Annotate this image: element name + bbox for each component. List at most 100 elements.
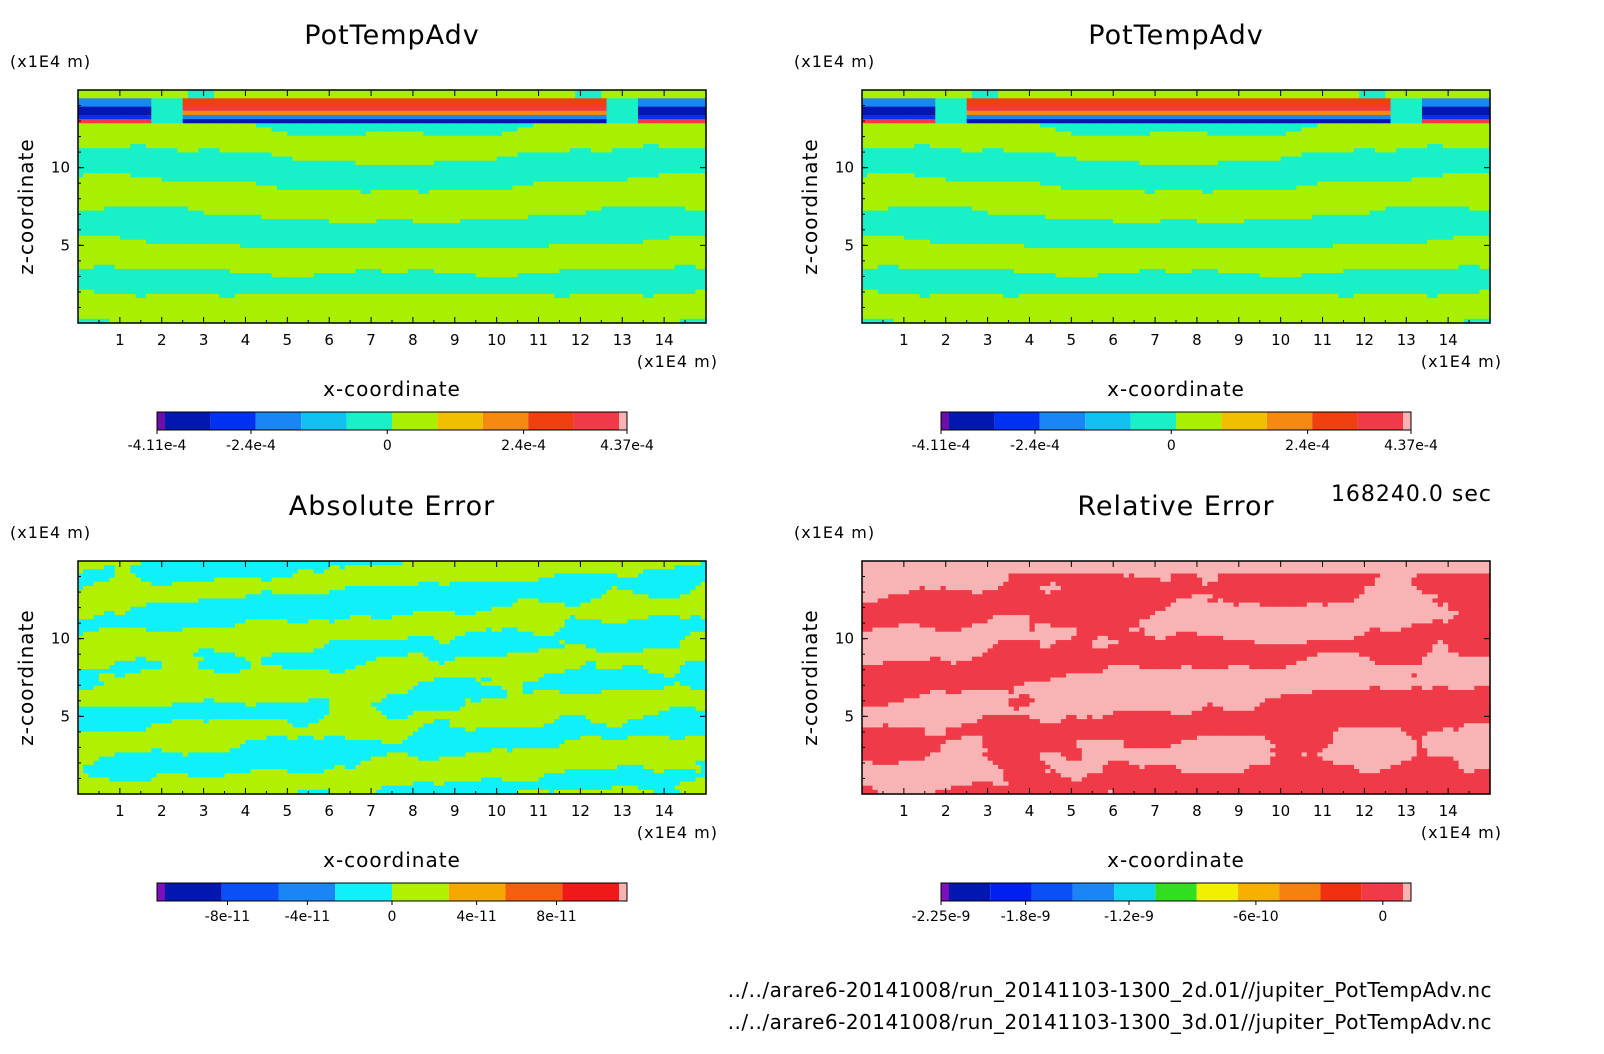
x-tick-label: 7 [1150,331,1160,349]
chart-title: Absolute Error [289,491,495,522]
heatmap-field [78,90,707,324]
x-tick-label: 4 [241,802,251,820]
colorbar-swatch [1320,883,1361,901]
colorbar-swatch [990,883,1031,901]
colorbar-swatch [994,412,1039,430]
panel-3: Absolute Error (x1E4 m) (x1E4 m) x-coordina… [10,491,718,925]
heatmap-field [78,561,707,795]
colorbar-swatch [574,412,619,430]
colorbar-swatch [506,883,563,901]
x-tick-label: 1 [899,331,909,349]
colorbar-label: -1.8e-9 [1001,909,1051,925]
colorbar-swatch [347,412,392,430]
x-tick-label: 5 [283,802,293,820]
chart-title: Relative Error [1077,491,1274,522]
x-tick-label: 10 [487,331,506,349]
x-tick-label: 13 [1397,802,1416,820]
colorbar-swatch [949,883,990,901]
colorbar-swatch [437,412,482,430]
figure-canvas: PotTempAdv (x1E4 m) (x1E4 m) x-coordinate z-… [0,0,1604,1054]
colorbar-label: 8e-11 [536,909,576,925]
colorbar-swatch [619,412,627,430]
colorbar-swatch [157,412,165,430]
y-axis-unit: (x1E4 m) [10,523,91,542]
colorbar-swatch [1403,883,1411,901]
colorbar-label: 4.37e-4 [600,438,654,454]
heatmap-field [862,90,1491,324]
x-tick-label: 7 [1150,802,1160,820]
x-tick-label: 13 [1397,331,1416,349]
x-tick-label: 8 [408,331,418,349]
x-tick-label: 8 [408,802,418,820]
colorbar-swatch [301,412,346,430]
colorbar-swatch [1073,883,1114,901]
x-axis-label: x-coordinate [323,848,461,872]
colorbar-swatch [1267,412,1312,430]
x-axis-label: x-coordinate [323,377,461,401]
colorbar-swatch [1176,412,1221,430]
colorbar-label: 0 [383,438,392,454]
x-tick-label: 1 [115,331,125,349]
x-tick-label: 11 [1313,802,1332,820]
colorbar-label: 0 [1167,438,1176,454]
x-tick-label: 12 [1355,331,1374,349]
footer-file-1: ../../arare6-20141008/run_20141103-1300_… [728,978,1492,1002]
x-tick-label: 2 [157,331,167,349]
x-tick-label: 9 [450,802,460,820]
x-tick-label: 13 [613,802,632,820]
chart-title: PotTempAdv [304,20,480,51]
x-axis-unit: (x1E4 m) [637,823,718,842]
colorbar-swatch [483,412,528,430]
x-tick-label: 4 [241,331,251,349]
colorbar-label: -8e-11 [205,909,250,925]
x-tick-label: 7 [366,802,376,820]
x-tick-label: 6 [1108,331,1118,349]
colorbar-swatch [1362,883,1403,901]
colorbar-swatch [941,883,949,901]
y-axis-label: z-coordinate [798,609,822,745]
colorbar-label: -2.4e-4 [1010,438,1060,454]
x-tick-label: 1 [115,802,125,820]
panel-1: PotTempAdv(x1E4 m)(x1E4 m)x-coordinatez-… [10,20,718,454]
x-tick-label: 13 [613,331,632,349]
colorbar-swatch [165,412,210,430]
colorbar: -4.11e-4 -2.4e-4 0 2.4e-4 4.37e-4 [912,412,1438,454]
x-tick-label: 11 [529,331,548,349]
colorbar: -4.11e-4 -2.4e-4 0 2.4e-4 4.37e-4 [128,412,654,454]
x-axis-unit: (x1E4 m) [637,352,718,371]
colorbar-label: -4.11e-4 [912,438,971,454]
x-tick-label: 12 [571,802,590,820]
x-tick-label: 3 [983,331,993,349]
y-axis-label: z-coordinate [14,138,38,274]
colorbar-swatch [528,412,573,430]
panel-2: PotTempAdv(x1E4 m)(x1E4 m)x-coordinatez-… [794,20,1502,454]
x-axis-unit: (x1E4 m) [1421,352,1502,371]
colorbar-swatch [1197,883,1238,901]
x-tick-label: 9 [1234,331,1244,349]
colorbar-swatch [222,883,279,901]
colorbar-swatch [1155,883,1196,901]
colorbar-swatch [619,883,627,901]
colorbar-label: 0 [1378,909,1387,925]
x-tick-label: 14 [655,331,674,349]
x-tick-label: 10 [1271,331,1290,349]
x-tick-label: 2 [157,802,167,820]
x-tick-label: 1 [899,802,909,820]
y-tick-label: 10 [51,630,70,648]
colorbar-swatch [392,412,437,430]
panel-4: Relative Error(x1E4 m)(x1E4 m)x-coordina… [794,491,1502,925]
colorbar-swatch [949,412,994,430]
x-tick-label: 2 [941,331,951,349]
colorbar-swatch [1312,412,1357,430]
colorbar-swatch [562,883,619,901]
x-axis-unit: (x1E4 m) [1421,823,1502,842]
colorbar-label: -2.25e-9 [912,909,971,925]
colorbar-swatch [1085,412,1130,430]
x-tick-label: 4 [1025,331,1035,349]
x-tick-label: 6 [324,802,334,820]
y-axis-unit: (x1E4 m) [794,523,875,542]
x-tick-label: 3 [983,802,993,820]
colorbar-swatch [1221,412,1266,430]
colorbar-swatch [157,883,165,901]
x-tick-label: 14 [1439,802,1458,820]
